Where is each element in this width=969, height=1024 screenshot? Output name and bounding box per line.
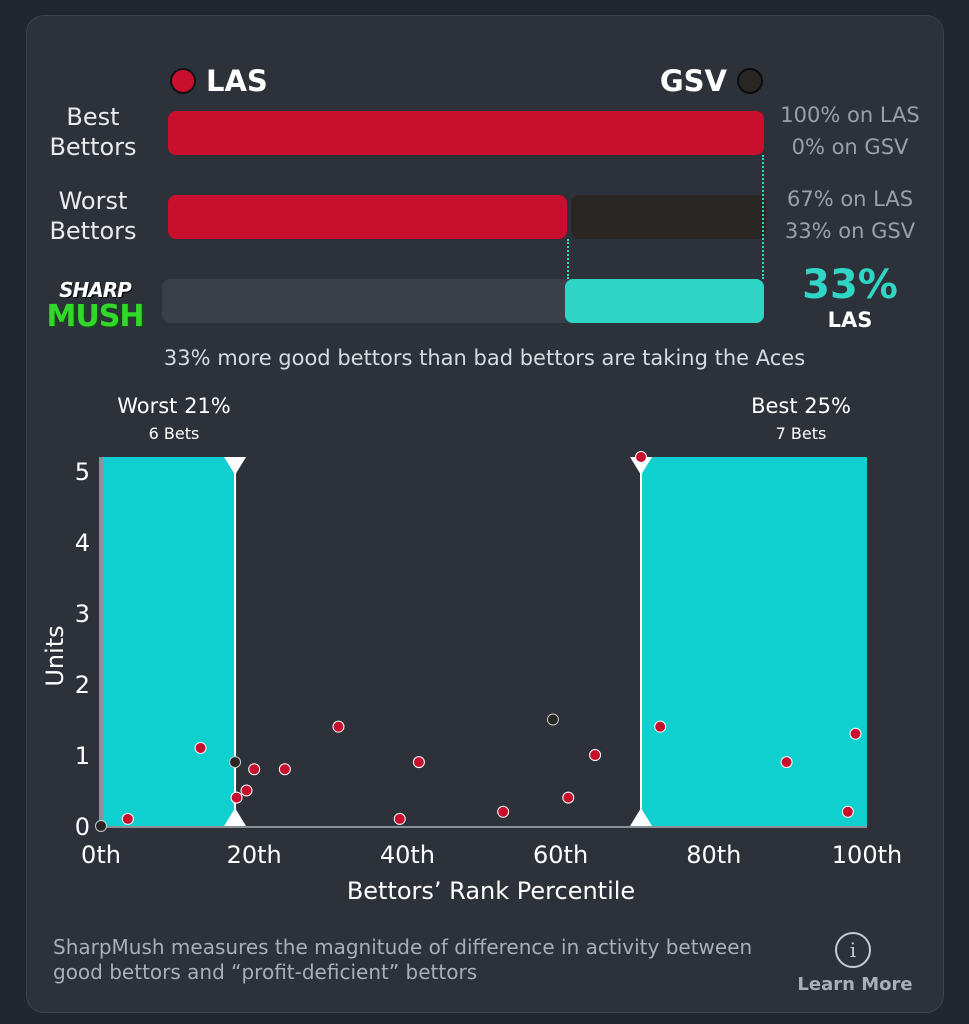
data-point-14 [589, 749, 602, 762]
team-b-color-dot [737, 68, 763, 94]
data-point-10 [412, 756, 425, 769]
best-pct-b: 0% on GSV [791, 135, 909, 159]
team-b-code: GSV [659, 64, 727, 98]
threshold-top-marker-1 [630, 457, 653, 475]
threshold-bottom-marker-0 [224, 808, 247, 826]
x-axis-label: Bettors’ Rank Percentile [347, 877, 635, 905]
data-point-2 [194, 741, 207, 754]
data-point-18 [841, 805, 854, 818]
team-a-code: LAS [206, 64, 268, 98]
team-b-header: GSV [660, 64, 763, 98]
y-tick-label-2: 2 [75, 671, 90, 699]
best-bar-team-a [168, 111, 764, 155]
worst-label-line2: Bettors [49, 217, 137, 245]
data-point-17 [780, 756, 793, 769]
y-tick-label-1: 1 [75, 742, 90, 770]
y-tick-label-0: 0 [75, 813, 90, 841]
data-point-13 [562, 791, 575, 804]
data-point-5 [240, 784, 253, 797]
threshold-top-marker-0 [224, 457, 247, 475]
learn-more-link[interactable]: Learn More [797, 974, 913, 995]
sharp-fill-bar [565, 279, 764, 323]
worst-bettors-label: Worst Bettors [28, 186, 158, 246]
best-label-line1: Best [66, 103, 120, 131]
data-point-11 [497, 805, 510, 818]
data-point-19 [849, 727, 862, 740]
best-connector-line [762, 155, 764, 279]
best-zone-title: Best 25% [751, 394, 851, 418]
info-icon[interactable]: i [835, 932, 871, 968]
y-axis-label: Units [41, 625, 69, 686]
worst-connector-line [567, 239, 570, 279]
data-point-9 [393, 812, 406, 825]
data-point-1 [121, 812, 134, 825]
x-tick-label-40: 40th [380, 841, 435, 869]
team-a-header: LAS [170, 64, 268, 98]
worst-pct-a: 67% on LAS [786, 187, 914, 211]
worst-pct-b: 33% on GSV [784, 219, 916, 243]
x-tick-label-80: 80th [686, 841, 741, 869]
data-point-16 [654, 720, 667, 733]
best-pct-a: 100% on LAS [780, 103, 920, 127]
worst-zone-sub: 6 Bets [148, 424, 200, 443]
shaded-zone-0 [101, 457, 236, 826]
worst-label-line1: Worst [58, 187, 128, 215]
sharp-value: 33% [802, 262, 898, 308]
worst-zone-title: Worst 21% [117, 394, 231, 418]
best-bettors-label: Best Bettors [28, 102, 158, 162]
y-tick-label-3: 3 [75, 600, 90, 628]
x-tick-label-0: 0th [81, 841, 121, 869]
data-point-4 [230, 791, 243, 804]
y-tick-label-5: 5 [75, 458, 90, 486]
shaded-zone-1 [641, 457, 867, 826]
data-point-12 [546, 713, 559, 726]
data-point-3 [229, 756, 242, 769]
data-point-8 [332, 720, 345, 733]
worst-bar-team-b [571, 195, 766, 239]
sharpmush-logo: SHARP MUSH [35, 278, 155, 332]
logo-top-text: SHARP [59, 278, 132, 302]
sharp-team: LAS [827, 308, 873, 332]
data-point-0 [95, 820, 107, 832]
footnote-text: SharpMush measures the magnitude of diff… [53, 935, 753, 984]
x-tick-label-60: 60th [533, 841, 588, 869]
x-tick-label-20: 20th [227, 841, 282, 869]
y-tick-label-4: 4 [75, 529, 90, 557]
threshold-bottom-marker-1 [630, 808, 653, 826]
x-tick-label-100: 100th [832, 841, 902, 869]
data-point-6 [248, 763, 261, 776]
logo-bottom-text: MUSH [46, 299, 145, 334]
best-label-line2: Bettors [49, 133, 137, 161]
worst-bar-team-a [168, 195, 568, 239]
best-zone-sub: 7 Bets [775, 424, 827, 443]
data-point-7 [278, 763, 291, 776]
data-point-15 [635, 451, 648, 463]
summary-text: 33% more good bettors than bad bettors a… [163, 346, 806, 370]
team-a-color-dot [170, 68, 196, 94]
